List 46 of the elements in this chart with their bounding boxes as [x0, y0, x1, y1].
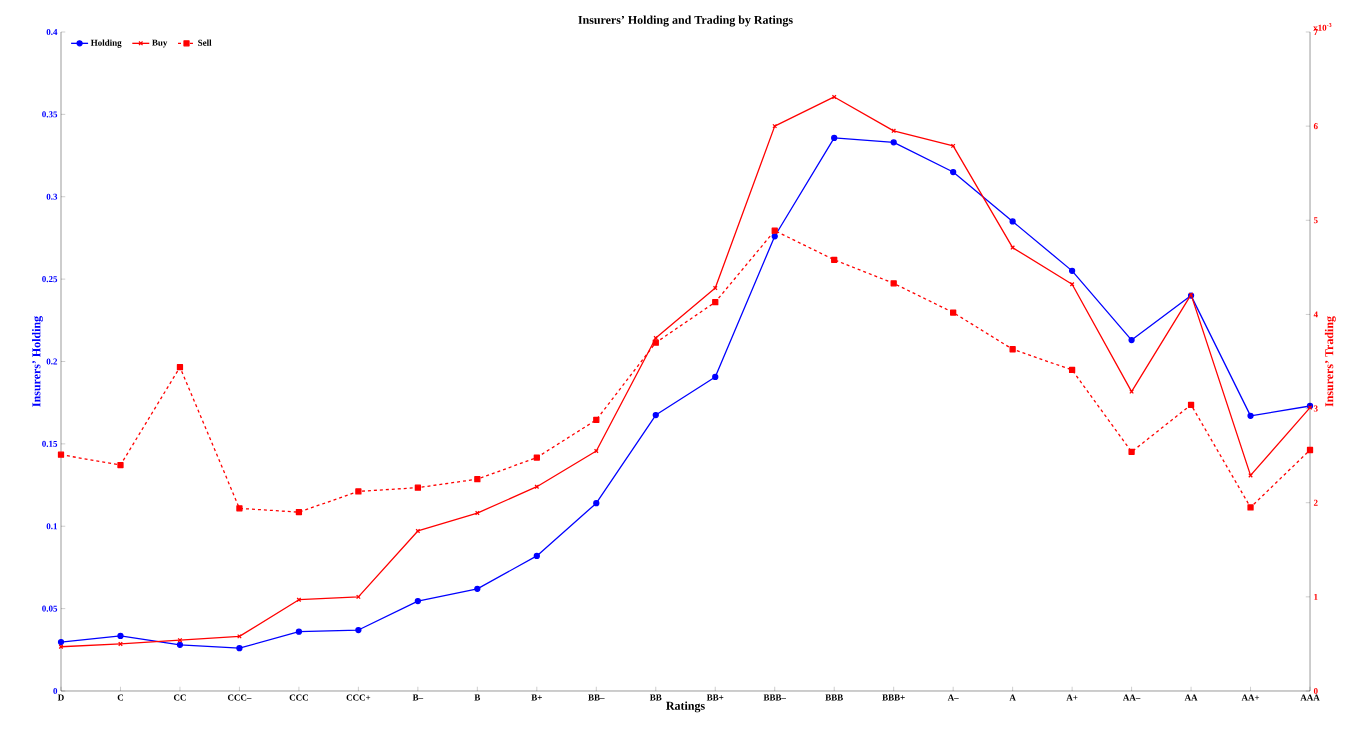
y-tick-label: 0.3	[46, 193, 58, 200]
x-tick-label: CCC–	[227, 694, 252, 701]
x-tick-label: AA–	[1122, 694, 1141, 701]
y2-tick-label: 4	[1313, 311, 1318, 318]
y-tick-label: 0.35	[42, 111, 58, 118]
y-tick-label: 0.15	[42, 440, 58, 447]
y-tick-label: 0.05	[42, 605, 58, 612]
x-tick-label: D	[57, 694, 64, 701]
x-tick-label: BBB–	[763, 694, 786, 701]
x-tick-label: A+	[1066, 694, 1078, 701]
y-tick-label: 0.4	[46, 28, 58, 36]
y2-tick-label: 1	[1314, 593, 1318, 600]
x-tick-label: AAA	[1300, 694, 1320, 701]
y-tick-label: 0	[53, 687, 58, 695]
legend-label: Buy	[152, 39, 168, 48]
y2-tick-label: 3	[1313, 405, 1318, 412]
y2-tick-label: 6	[1313, 123, 1318, 130]
y2-axis-title: Insurers’ Trading	[1324, 316, 1336, 407]
x-tick-label: AA+	[1241, 694, 1260, 701]
legend-label: Sell	[198, 39, 212, 46]
y2-tick-label: 5	[1313, 217, 1318, 224]
chart-title: Insurers’ Holding and Trading by Ratings	[578, 15, 793, 27]
x-tick-label: AA	[1184, 694, 1198, 701]
x-tick-label: BB+	[706, 694, 724, 701]
x-tick-label: CC	[173, 694, 186, 701]
x-axis-title: Ratings	[666, 701, 705, 713]
x-tick-label: BBB+	[882, 694, 905, 701]
x-tick-label: B	[474, 694, 481, 701]
x-tick-label: CCC	[289, 694, 308, 701]
x-tick-label: C	[117, 694, 124, 701]
y2-tick-label: 2	[1313, 499, 1318, 506]
y-tick-label: 0.2	[46, 358, 58, 365]
y2-tick-label: 0	[1313, 687, 1318, 695]
legend-label: Holding	[90, 39, 122, 48]
x-tick-label: CCC+	[346, 694, 371, 701]
x-tick-label: A–	[947, 694, 959, 701]
y-tick-label: 0.1	[46, 523, 58, 530]
y-tick-label: 0.25	[42, 276, 58, 283]
x-tick-label: A	[1009, 694, 1016, 701]
x-tick-label: BB	[649, 694, 662, 701]
y2-tick-label: 7	[1314, 29, 1318, 35]
x-tick-label: BB–	[588, 694, 605, 701]
x-tick-label: B+	[531, 694, 542, 701]
x-tick-label: BBB	[825, 694, 843, 701]
y-axis-title: Insurers’ Holding	[32, 316, 43, 407]
x-tick-label: B–	[412, 694, 424, 701]
